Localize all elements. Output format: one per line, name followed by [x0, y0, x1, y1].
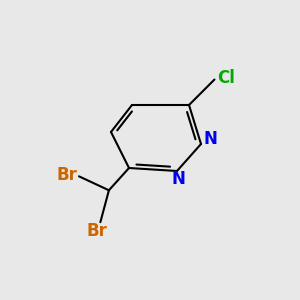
Text: N: N [172, 169, 185, 188]
Text: Br: Br [57, 166, 77, 184]
Text: Br: Br [87, 222, 108, 240]
Text: N: N [203, 130, 217, 148]
Text: Cl: Cl [217, 69, 235, 87]
